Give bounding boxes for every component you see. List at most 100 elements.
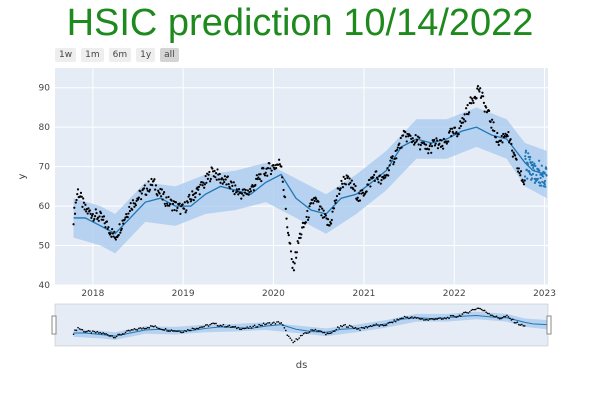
observed-point: [108, 335, 110, 337]
observed-point: [141, 328, 143, 330]
observed-point: [402, 317, 404, 319]
observed-point: [335, 199, 338, 202]
observed-point: [515, 158, 518, 161]
observed-point: [379, 182, 382, 185]
observed-point: [436, 139, 439, 142]
observed-point: [136, 329, 139, 331]
observed-point: [277, 321, 280, 323]
observed-point: [113, 230, 116, 233]
observed-point: [367, 183, 370, 186]
observed-point: [415, 317, 418, 319]
observed-point: [485, 106, 488, 109]
uncertainty-band-area: [73, 107, 547, 254]
observed-point: [78, 328, 81, 330]
observed-point: [126, 216, 129, 219]
observed-point: [403, 315, 406, 318]
observed-point: [372, 176, 375, 179]
observed-point: [247, 193, 250, 196]
observed-point: [72, 223, 75, 226]
observed-point: [439, 317, 441, 319]
observed-point: [182, 331, 185, 333]
x-axis-ticks: 2018 2019 2020 2021 2022 2023: [81, 289, 556, 299]
observed-point: [479, 87, 482, 90]
observed-point: [509, 138, 512, 141]
observed-point: [306, 218, 310, 221]
observed-point: [225, 183, 228, 186]
observed-point: [186, 201, 189, 204]
observed-point: [329, 332, 332, 335]
observed-point: [413, 143, 416, 146]
observed-point: [226, 175, 230, 178]
observed-point: [102, 215, 106, 218]
observed-point: [92, 330, 94, 332]
observed-point: [480, 308, 483, 311]
range-button-1y[interactable]: 1y: [136, 48, 156, 62]
observed-point: [109, 335, 112, 337]
range-button-1m[interactable]: 1m: [81, 48, 104, 62]
observed-point: [412, 139, 415, 142]
observed-point: [278, 163, 281, 166]
observed-point: [488, 109, 491, 112]
observed-point: [476, 307, 479, 310]
observed-point: [243, 191, 247, 194]
observed-point: [203, 183, 207, 186]
observed-point: [142, 327, 145, 329]
observed-point: [73, 212, 77, 215]
observed-point: [93, 330, 96, 333]
observed-point: [380, 179, 383, 182]
observed-point: [293, 340, 296, 343]
observed-point: [148, 190, 151, 193]
observed-point: [360, 326, 363, 329]
observed-point: [482, 101, 486, 105]
observed-point: [465, 107, 468, 110]
observed-point: [270, 169, 273, 172]
observed-point: [164, 327, 167, 330]
range-slider-right-handle[interactable]: [546, 315, 552, 335]
observed-point: [338, 327, 341, 329]
observed-point: [173, 208, 176, 212]
range-button-6m[interactable]: 6m: [108, 48, 132, 62]
observed-point: [88, 209, 91, 212]
observed-point: [445, 142, 448, 145]
observed-point: [219, 324, 222, 327]
observed-point: [310, 329, 312, 331]
observed-point: [287, 335, 290, 338]
observed-point: [149, 325, 152, 327]
observed-point: [269, 167, 272, 170]
observed-point: [364, 192, 367, 195]
observed-point: [329, 222, 333, 225]
observed-point: [292, 269, 296, 272]
observed-point: [490, 118, 494, 121]
range-button-all[interactable]: all: [160, 48, 179, 62]
range-button-1w[interactable]: 1w: [55, 48, 77, 62]
observed-point: [337, 187, 340, 190]
observed-point: [295, 338, 297, 340]
y-tick-label: 40: [39, 281, 51, 291]
observed-point: [237, 326, 240, 329]
forecast-point: [524, 151, 527, 154]
observed-point: [410, 141, 414, 144]
observed-point: [279, 322, 281, 324]
observed-point: [427, 148, 431, 151]
observed-point: [518, 323, 520, 326]
observed-point: [201, 184, 204, 187]
observed-point: [188, 329, 191, 332]
observed-point: [431, 318, 434, 320]
observed-point: [90, 216, 93, 219]
observed-point: [390, 157, 394, 160]
observed-point: [228, 324, 231, 327]
observed-point: [438, 142, 441, 145]
observed-point: [309, 202, 313, 205]
observed-point: [312, 202, 315, 205]
observed-point: [158, 327, 161, 330]
observed-point: [114, 336, 116, 339]
observed-point: [160, 195, 163, 198]
observed-point: [224, 326, 226, 328]
observed-point: [84, 331, 87, 333]
range-slider-left-handle[interactable]: [51, 315, 57, 335]
observed-point: [311, 198, 314, 201]
observed-point: [493, 129, 496, 133]
observed-point: [219, 181, 222, 184]
range-selector: 1w 1m 6m 1y all: [55, 48, 179, 62]
observed-point: [442, 318, 444, 320]
